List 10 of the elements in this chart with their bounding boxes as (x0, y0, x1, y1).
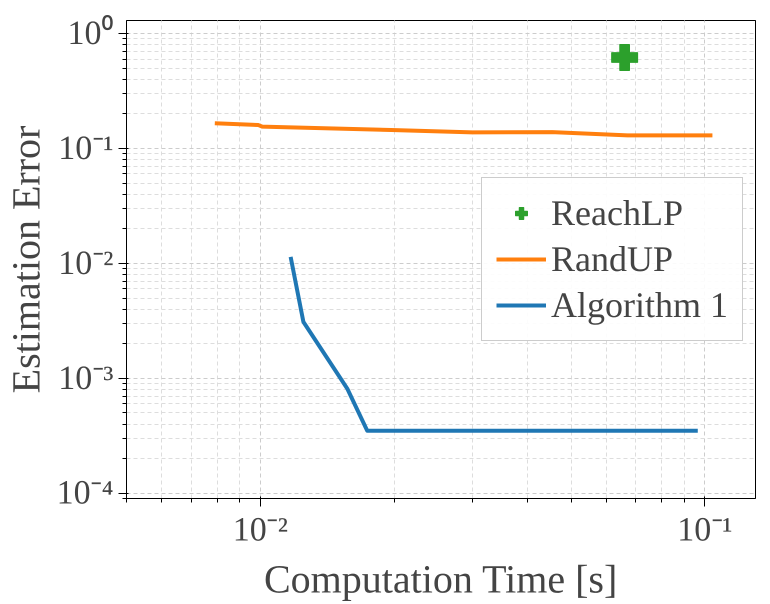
y-tick-label: 10⁰ (68, 15, 114, 52)
x-axis-title: Computation Time [s] (264, 556, 618, 602)
y-tick-label: 10⁻² (58, 244, 114, 282)
legend-label: Algorithm 1 (551, 284, 728, 326)
y-axis-title: Estimation Error (4, 126, 49, 394)
y-tick-label: 10⁻⁴ (56, 474, 114, 512)
y-tick-label: 10⁻³ (58, 360, 114, 397)
legend-label: RandUP (551, 238, 674, 280)
legend-label: ReachLP (551, 192, 683, 234)
y-tick-label: 10⁻¹ (58, 130, 114, 168)
